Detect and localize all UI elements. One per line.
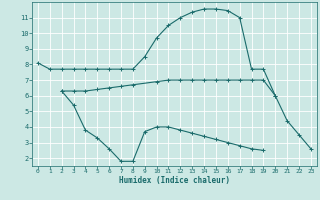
- X-axis label: Humidex (Indice chaleur): Humidex (Indice chaleur): [119, 176, 230, 185]
